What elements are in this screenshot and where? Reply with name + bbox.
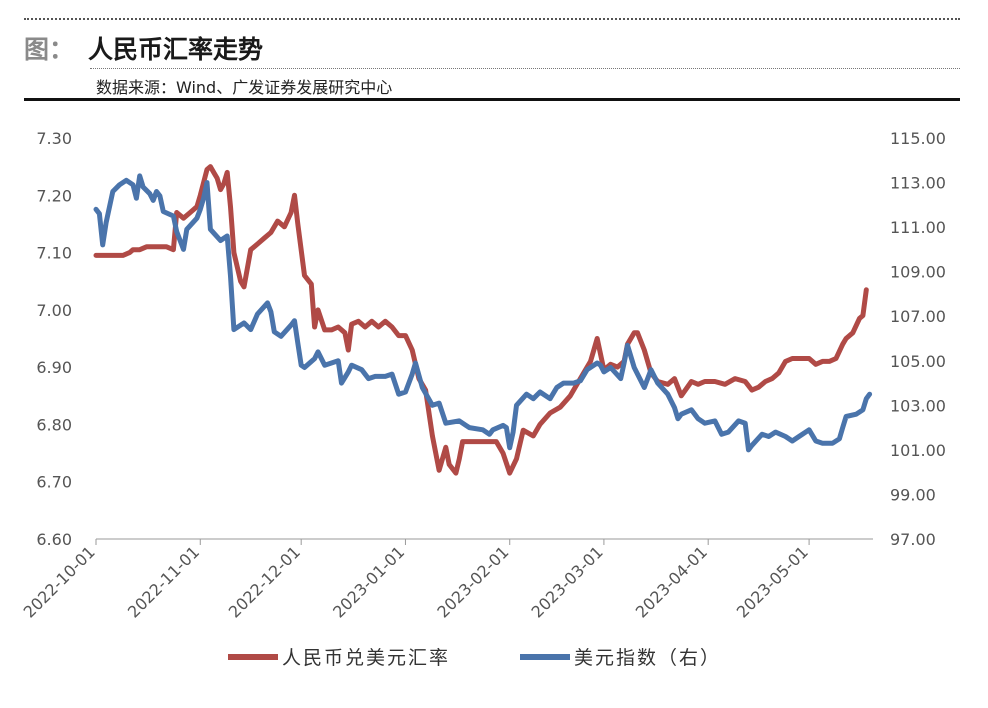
right-tick-label: 103.00 — [890, 396, 946, 415]
title-dotted-rule — [90, 68, 960, 69]
right-tick-label: 97.00 — [890, 530, 936, 549]
left-tick-label: 7.00 — [36, 301, 72, 320]
left-tick-label: 6.80 — [36, 415, 72, 434]
x-tick-label: 2023-01-01 — [329, 542, 408, 621]
x-tick-label: 2023-03-01 — [528, 542, 607, 621]
left-tick-label: 7.30 — [36, 129, 72, 148]
left-tick-label: 7.20 — [36, 186, 72, 205]
right-tick-label: 111.00 — [890, 218, 946, 237]
header-bottom-rule — [24, 98, 960, 101]
left-tick-label: 6.60 — [36, 530, 72, 549]
right-tick-label: 109.00 — [890, 263, 946, 282]
right-tick-label: 115.00 — [890, 129, 946, 148]
x-tick-label: 2023-02-01 — [433, 542, 512, 621]
series-line-cny — [93, 164, 869, 476]
chart-title: 人民币汇率走势 — [88, 35, 264, 64]
right-tick-label: 105.00 — [890, 352, 946, 371]
left-tick-label: 6.70 — [36, 473, 72, 492]
x-tick-label: 2022-11-01 — [124, 542, 203, 621]
axes-group: 6.60 6.70 6.80 6.90 7.00 7.10 7.20 7.30 97.00 99.… — [20, 129, 946, 622]
left-tick-label: 7.10 — [36, 244, 72, 263]
data-source: 数据来源：Wind、广发证券发展研究中心 — [96, 78, 393, 97]
x-tick-label: 2023-04-01 — [632, 542, 711, 621]
right-tick-label: 113.00 — [890, 174, 946, 193]
series-layer — [93, 164, 873, 476]
right-tick-label: 101.00 — [890, 441, 946, 460]
figure-prefix: 图： — [24, 35, 75, 64]
legend-label-cny: 人民币兑美元汇率 — [282, 647, 450, 669]
x-tick-label: 2022-12-01 — [225, 542, 304, 621]
x-tick-label: 2023-05-01 — [733, 542, 812, 621]
right-tick-label: 107.00 — [890, 307, 946, 326]
left-tick-label: 6.90 — [36, 358, 72, 377]
x-tick-label: 2022-10-01 — [20, 542, 99, 621]
top-dotted-rule — [24, 18, 960, 20]
legend: 人民币兑美元汇率 美元指数（右） — [228, 647, 721, 669]
series-line-dxy — [93, 173, 873, 453]
legend-label-dxy: 美元指数（右） — [574, 647, 721, 669]
right-tick-label: 99.00 — [890, 485, 936, 504]
